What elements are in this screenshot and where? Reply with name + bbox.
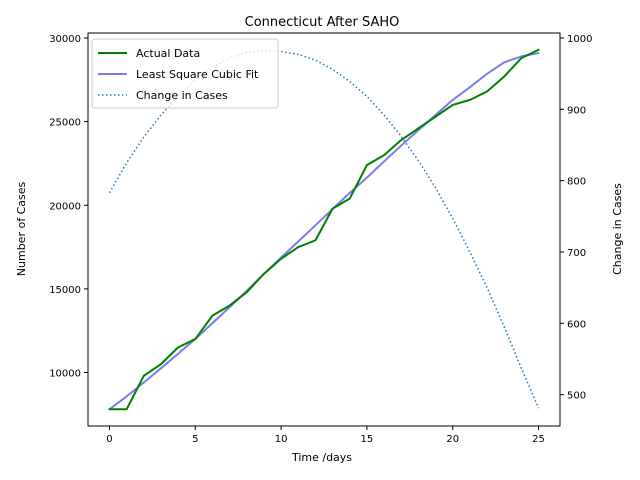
x-tick-label: 20 bbox=[446, 434, 459, 445]
x-tick-label: 10 bbox=[275, 434, 288, 445]
y-right-tick-label: 1000 bbox=[567, 34, 592, 45]
y-tick-label: 10000 bbox=[49, 368, 81, 379]
y-tick-label: 30000 bbox=[49, 34, 81, 45]
y-right-tick-label: 700 bbox=[567, 248, 586, 259]
legend-label: Change in Cases bbox=[136, 89, 228, 102]
y-right-tick-label: 500 bbox=[567, 391, 586, 402]
x-tick-label: 0 bbox=[106, 434, 112, 445]
x-axis-label: Time /days bbox=[291, 451, 352, 464]
x-tick-label: 15 bbox=[361, 434, 374, 445]
y-axis-label: Number of Cases bbox=[15, 182, 28, 277]
legend-box bbox=[91, 38, 279, 109]
x-tick-label: 5 bbox=[192, 434, 198, 445]
y-right-tick-label: 600 bbox=[567, 319, 586, 330]
y-right-tick-label: 900 bbox=[567, 105, 586, 116]
y-tick-label: 20000 bbox=[49, 201, 81, 212]
y-tick-label: 15000 bbox=[49, 285, 81, 296]
legend-label: Actual Data bbox=[136, 47, 200, 60]
series-line-actual-data bbox=[108, 48, 540, 411]
chart-title: Connecticut After SAHO bbox=[245, 15, 400, 30]
x-axis: 0 5 10 15 20 25 bbox=[106, 426, 545, 445]
series-line-change-in-cases bbox=[108, 50, 540, 409]
y-axis-right: 500 600 700 800 900 1000 bbox=[560, 34, 592, 402]
y-right-tick-label: 800 bbox=[567, 177, 586, 188]
series-layer bbox=[108, 48, 540, 411]
y-axis-left: 10000 15000 20000 25000 30000 bbox=[49, 34, 88, 379]
legend: Actual Data Least Square Cubic Fit Change … bbox=[91, 38, 279, 109]
legend-label: Least Square Cubic Fit bbox=[136, 68, 259, 81]
series-line-least-square-cubic-fit bbox=[108, 52, 540, 411]
plot-frame bbox=[87, 32, 561, 427]
plot-area: 0 5 10 15 20 25 10000 15000 20000 25000 30000 500… bbox=[49, 32, 592, 445]
x-tick-label: 25 bbox=[532, 434, 545, 445]
y-axis-right-label: Change in Cases bbox=[611, 183, 624, 275]
y-tick-label: 25000 bbox=[49, 118, 81, 129]
